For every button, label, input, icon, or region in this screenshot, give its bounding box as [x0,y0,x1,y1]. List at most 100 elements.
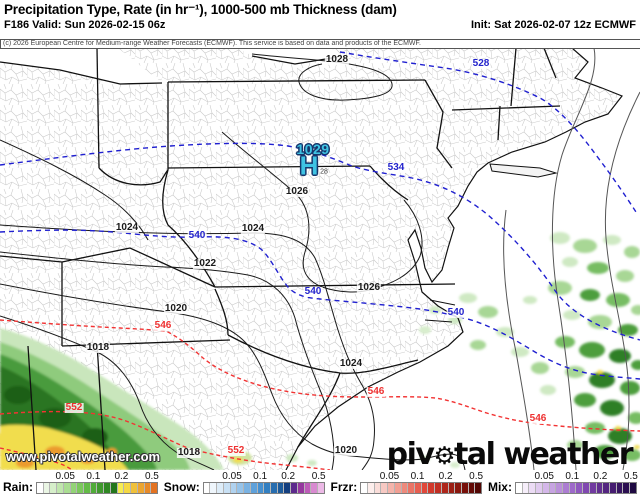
legend-color-swatch [455,483,462,493]
legend-color-swatch [475,483,482,493]
legend-color-swatch [630,483,636,493]
legend-color-swatch [603,483,611,493]
legend-bar: Rain: 0.05 0.1 0.2 0.5 Snow: 0.05 0.1 0.2 0.5 Frzr… [0,470,640,494]
high-pressure-value: 1029 [296,141,330,157]
legend-color-swatch [70,483,78,493]
legend-tick-value: 0.5 [144,471,159,482]
legend-color-swatch [43,483,51,493]
legend-tick-value: 0.1 [253,471,268,482]
legend-tick-value: 0.2 [438,471,453,482]
legend-ticks: 0.05 0.1 0.2 0.5 [360,471,484,482]
legend-color-swatch [304,483,312,493]
rain-area-offshore [286,232,640,468]
logo-prefix: piv [386,437,435,472]
legend-tick-value: 0.1 [565,471,580,482]
legend-color-swatch [569,483,577,493]
legend-tick-value: 0.5 [311,471,326,482]
legend-color-ramp [202,482,325,494]
legend-color-swatch [223,483,231,493]
legend-tick-value: 0.1 [410,471,425,482]
coastline [285,48,623,470]
legend-color-swatch [596,483,604,493]
legend-tick-value: 0.5 [469,471,484,482]
legend-color-swatch [203,483,211,493]
legend-tick-value: 0.2 [114,471,129,482]
legend-ticks: 0.05 0.1 0.2 0.5 [36,471,159,482]
legend-color-swatch [137,483,145,493]
legend-scale-frzr: Frzr: 0.05 0.1 0.2 0.5 [330,471,483,494]
header-subrow: F186 Valid: Sun 2026-02-15 06z Init: Sat… [0,18,640,31]
legend-color-swatch [97,483,105,493]
legend-scale-label: Snow: [163,480,200,494]
legend-color-swatch [515,483,523,493]
great-lakes [0,48,339,85]
legend-color-swatch [549,483,557,493]
legend-tick-value: 0.05 [222,471,242,482]
legend-tick-value: 0.1 [86,471,101,482]
legend-scale-label: Rain: [3,480,33,494]
legend-tick-value: 0.05 [534,471,554,482]
legend-color-swatch [435,483,442,493]
legend-color-swatch [210,483,218,493]
legend-scale-bar: 0.05 0.1 0.2 0.5 [514,471,638,494]
legend-color-swatch [77,483,85,493]
legend-color-swatch [244,483,251,493]
legend-color-swatch [270,483,278,493]
legend-color-swatch [610,483,617,493]
copyright-strip: (c) 2026 European Centre for Medium-rang… [0,39,640,49]
legend-color-swatch [414,483,422,493]
init-time-label: Init: Sat 2026-02-07 12z ECMWF [470,19,636,31]
legend-tick-value: 0.5 [623,471,638,482]
legend-color-swatch [104,483,111,493]
logo-suffix: tal weather [454,437,633,472]
legend-color-swatch [367,483,375,493]
legend-color-swatch [57,483,64,493]
legend-color-swatch [63,483,71,493]
legend-color-swatch [311,483,318,493]
legend-color-swatch [616,483,624,493]
legend-color-swatch [583,483,590,493]
legend-color-swatch [284,483,292,493]
gear-icon: ⚙ [433,441,455,470]
legend-color-swatch [237,483,245,493]
legend-color-swatch [381,483,389,493]
legend-color-swatch [84,483,91,493]
legend-scale-label: Mix: [487,480,512,494]
legend-color-swatch [151,483,157,493]
legend-color-swatch [90,483,98,493]
high-pressure-symbol: H [299,150,319,181]
legend-color-swatch [361,483,368,493]
legend-ticks: 0.05 0.1 0.2 0.5 [203,471,325,482]
legend-color-swatch [117,483,125,493]
legend-scale-bar: 0.05 0.1 0.2 0.5 [360,471,483,494]
pivotal-weather-logo: piv⚙tal weather [386,437,634,472]
legend-color-swatch [317,483,324,493]
isobars-offshore [503,48,640,470]
legend-color-swatch [441,483,449,493]
legend-tick-value: 0.05 [55,471,75,482]
legend-color-swatch [131,483,138,493]
thickness-lines-cold [0,51,640,380]
legend-color-swatch [297,483,305,493]
legend-scale-bar: 0.05 0.1 0.2 0.5 [202,471,326,494]
rain-area-southwest [0,328,252,470]
valid-time-label: F186 Valid: Sun 2026-02-15 06z [4,19,166,31]
legend-color-swatch [37,483,44,493]
coastal-sounds [424,299,456,323]
legend-color-swatch [563,483,570,493]
legend-scale-label: Frzr: [330,480,358,494]
legend-color-swatch [421,483,429,493]
legend-color-swatch [394,483,402,493]
legend-color-swatch [291,483,298,493]
legend-color-swatch [529,483,537,493]
legend-scale-snow: Snow: 0.05 0.1 0.2 0.5 [163,471,326,494]
legend-color-swatch [230,483,238,493]
legend-color-swatch [388,483,395,493]
legend-color-ramp [36,482,158,494]
legend-color-swatch [264,483,271,493]
high-pressure-detail: 28 [320,168,328,176]
legend-color-swatch [468,483,476,493]
legend-scale-mix: Mix: 0.05 0.1 0.2 0.5 [487,471,638,494]
legend-color-swatch [556,483,563,493]
